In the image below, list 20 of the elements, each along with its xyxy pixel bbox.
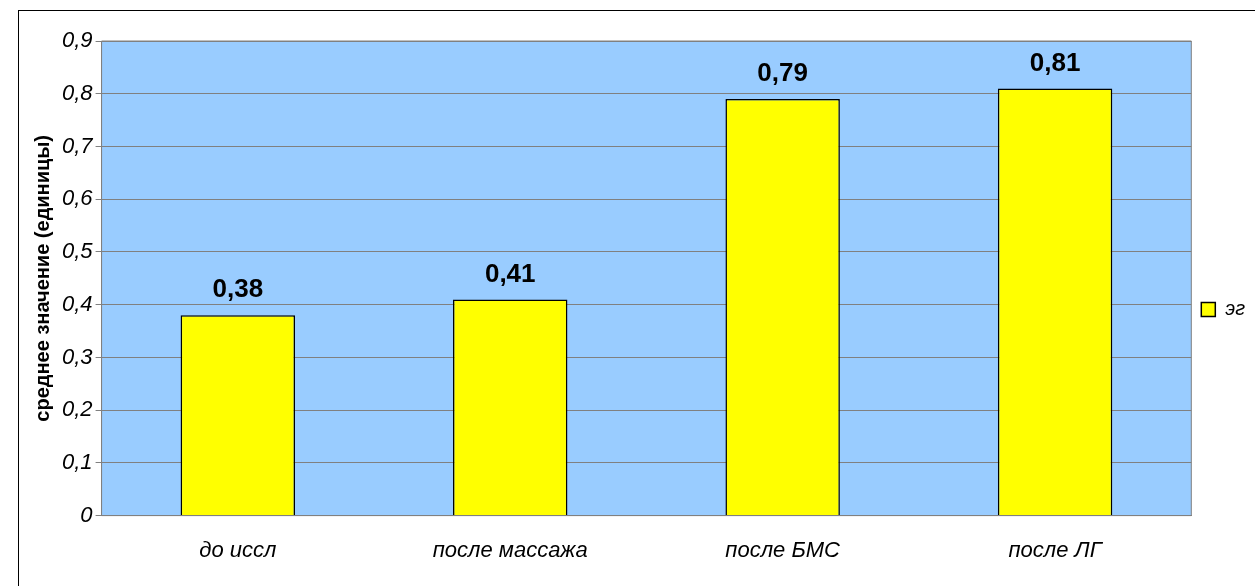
y-tick-label: 0,5 [61,238,94,264]
x-tick-label: до иссл [199,536,277,562]
y-tick-label: 0,7 [61,132,94,158]
data-label: 0,79 [757,57,808,88]
data-label: 0,41 [484,257,536,288]
y-tick-label: 0 [80,501,94,527]
y-tick-label: 0,8 [61,79,94,105]
y-tick-label: 0,1 [61,448,93,474]
y-tick-label: 0,9 [61,27,93,53]
data-label: 0,81 [1029,46,1081,77]
x-tick-label: после БМС [725,536,841,562]
x-tick-label: после ЛГ [1008,536,1104,562]
y-tick-label: 0,4 [61,290,93,316]
y-tick-label: 0,6 [61,185,94,211]
y-axis-title: среднее значение (единицы) [30,134,53,422]
y-tick-label: 0,3 [61,343,94,369]
data-label: 0,38 [212,273,264,304]
legend-label: эг [1225,297,1246,320]
x-tick-label: после массажа [432,536,588,562]
y-tick-label: 0,2 [61,396,93,422]
